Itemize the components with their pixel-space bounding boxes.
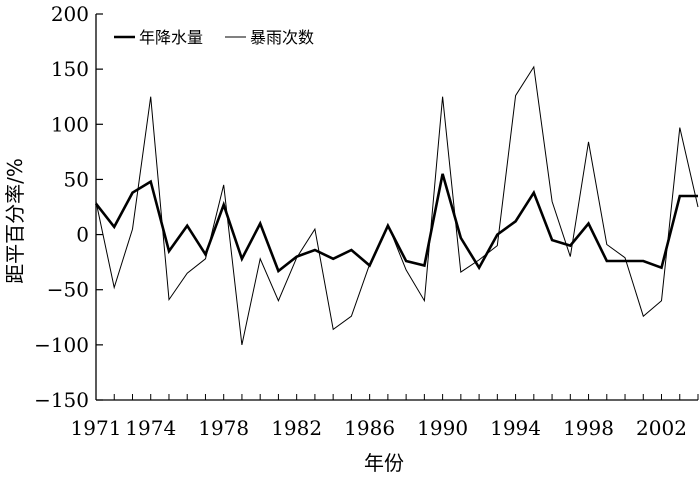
x-tick-label: 1982 bbox=[271, 416, 322, 440]
x-tick-label: 1990 bbox=[417, 416, 468, 440]
series-line-rainstorm-count bbox=[95, 65, 699, 346]
x-tick-label: 1998 bbox=[563, 416, 614, 440]
x-axis-title: 年份 bbox=[364, 451, 404, 475]
x-tick-label: 1971 bbox=[71, 416, 122, 440]
y-tick-label: 0 bbox=[76, 223, 89, 247]
y-axis-title: 距平百分率/% bbox=[3, 158, 27, 284]
x-tick-label: 1986 bbox=[344, 416, 395, 440]
x-tick-label: 1994 bbox=[490, 416, 541, 440]
ticks: 200 150 100 50 0 −50 −100 −150 1971 1974 1978 1982 1… bbox=[34, 2, 699, 440]
y-tick-label: 50 bbox=[64, 167, 89, 191]
y-tick-label: 200 bbox=[51, 2, 89, 26]
legend: 年降水量 暴雨次数 bbox=[114, 28, 314, 47]
y-tick-label: 150 bbox=[51, 57, 89, 81]
x-tick-label: 2002 bbox=[636, 416, 687, 440]
legend-label-annual-precipitation: 年降水量 bbox=[139, 28, 203, 47]
y-tick-label: 100 bbox=[51, 112, 89, 136]
y-tick-label: −100 bbox=[34, 333, 89, 357]
y-tick-label: −150 bbox=[34, 388, 89, 412]
axes bbox=[95, 14, 698, 401]
y-tick-label: −50 bbox=[47, 278, 89, 302]
legend-label-rainstorm-count: 暴雨次数 bbox=[250, 28, 314, 47]
x-tick-label: 1974 bbox=[125, 416, 176, 440]
x-tick-label: 1978 bbox=[198, 416, 249, 440]
series-line-annual-precipitation bbox=[94, 173, 698, 274]
series-lines bbox=[94, 65, 699, 346]
